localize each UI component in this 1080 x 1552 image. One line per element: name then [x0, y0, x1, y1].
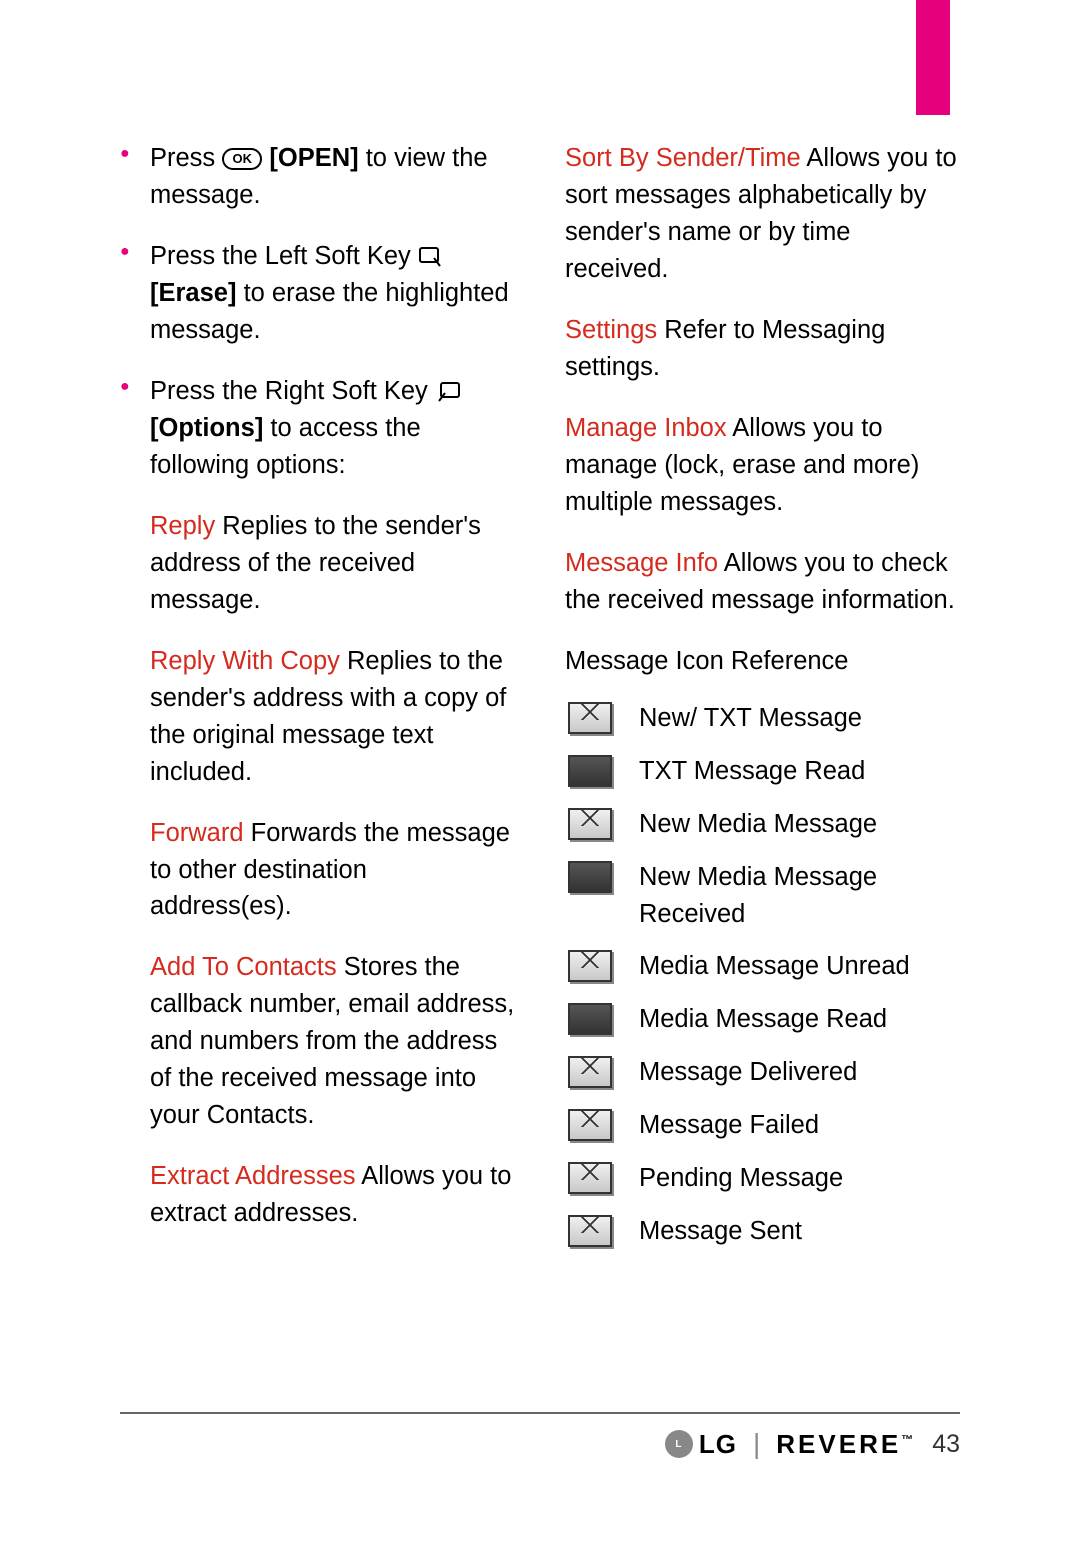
- icon-reference-row: Message Sent: [565, 1213, 960, 1250]
- section-color-tab: [916, 0, 950, 115]
- option-name: Forward: [150, 819, 244, 847]
- icon-reference-row: Message Delivered: [565, 1054, 960, 1091]
- icon-reference-row: New/ TXT Message: [565, 700, 960, 737]
- option-name: Sort By Sender/Time: [565, 144, 801, 172]
- message-icon: [565, 806, 615, 840]
- trademark: ™: [901, 1432, 916, 1446]
- instruction-list: Press OK [OPEN] to view the message. Pre…: [120, 140, 515, 484]
- option-item: Extract Addresses Allows you to extract …: [120, 1158, 515, 1232]
- icon-label: New Media Message Received: [639, 859, 960, 933]
- icon-label: TXT Message Read: [639, 753, 960, 790]
- icon-reference-table: New/ TXT Message TXT Message Read New Me…: [565, 700, 960, 1251]
- icon-reference-row: Pending Message: [565, 1160, 960, 1197]
- option-name: Reply With Copy: [150, 647, 340, 675]
- icon-label: Media Message Read: [639, 1001, 960, 1038]
- key-label: [Erase]: [150, 279, 236, 307]
- icon-reference-row: Media Message Unread: [565, 948, 960, 985]
- left-column: Press OK [OPEN] to view the message. Pre…: [120, 140, 515, 1266]
- model-name: REVERE™: [776, 1429, 916, 1460]
- icon-label: Media Message Unread: [639, 948, 960, 985]
- model-text: REVERE: [776, 1429, 901, 1459]
- lg-circle-icon: L: [665, 1430, 693, 1458]
- instruction-item: Press the Right Soft Key [Options] to ac…: [120, 373, 515, 484]
- message-icon: [565, 1107, 615, 1141]
- message-icon: [565, 948, 615, 982]
- option-item: Reply With Copy Replies to the sender's …: [120, 643, 515, 791]
- icon-reference-row: New Media Message: [565, 806, 960, 843]
- message-icon: [565, 859, 615, 893]
- page-content: Press OK [OPEN] to view the message. Pre…: [120, 140, 960, 1266]
- brand-text: LG: [699, 1429, 737, 1460]
- message-icon: [565, 753, 615, 787]
- ok-key-icon: OK: [222, 148, 262, 170]
- footer-divider: |: [753, 1428, 760, 1460]
- option-name: Manage Inbox: [565, 414, 727, 442]
- page-number: 43: [932, 1430, 960, 1459]
- icon-label: Message Delivered: [639, 1054, 960, 1091]
- icon-reference-row: Message Failed: [565, 1107, 960, 1144]
- right-column: Sort By Sender/Time Allows you to sort m…: [565, 140, 960, 1266]
- icon-label: Message Sent: [639, 1213, 960, 1250]
- right-softkey-icon: [435, 379, 461, 405]
- text: Press the Right Soft Key: [150, 377, 435, 405]
- icon-label: Pending Message: [639, 1160, 960, 1197]
- message-icon: [565, 700, 615, 734]
- icon-label: Message Failed: [639, 1107, 960, 1144]
- option-item: Forward Forwards the message to other de…: [120, 815, 515, 926]
- icon-reference-row: TXT Message Read: [565, 753, 960, 790]
- message-icon: [565, 1001, 615, 1035]
- icon-label: New Media Message: [639, 806, 960, 843]
- option-name: Message Info: [565, 549, 718, 577]
- key-label: [Options]: [150, 414, 263, 442]
- option-name: Reply: [150, 512, 215, 540]
- icon-reference-row: New Media Message Received: [565, 859, 960, 933]
- option-item: Message Info Allows you to check the rec…: [565, 545, 960, 619]
- icon-reference-heading: Message Icon Reference: [565, 643, 960, 680]
- text: Press: [150, 144, 222, 172]
- icon-label: New/ TXT Message: [639, 700, 960, 737]
- option-item: Add To Contacts Stores the callback numb…: [120, 949, 515, 1134]
- message-icon: [565, 1213, 615, 1247]
- option-item: Manage Inbox Allows you to manage (lock,…: [565, 410, 960, 521]
- message-icon: [565, 1160, 615, 1194]
- left-softkey-icon: [418, 244, 444, 270]
- option-item: Reply Replies to the sender's address of…: [120, 508, 515, 619]
- text: Press the Left Soft Key: [150, 242, 418, 270]
- option-item: Sort By Sender/Time Allows you to sort m…: [565, 140, 960, 288]
- icon-reference-row: Media Message Read: [565, 1001, 960, 1038]
- lg-logo: L LG: [665, 1429, 737, 1460]
- option-name: Settings: [565, 316, 657, 344]
- instruction-item: Press OK [OPEN] to view the message.: [120, 140, 515, 214]
- option-name: Add To Contacts: [150, 953, 337, 981]
- option-name: Extract Addresses: [150, 1162, 356, 1190]
- option-item: Settings Refer to Messaging settings.: [565, 312, 960, 386]
- instruction-item: Press the Left Soft Key [Erase] to erase…: [120, 238, 515, 349]
- message-icon: [565, 1054, 615, 1088]
- key-label: [OPEN]: [269, 144, 358, 172]
- page-footer: L LG | REVERE™ 43: [120, 1412, 960, 1460]
